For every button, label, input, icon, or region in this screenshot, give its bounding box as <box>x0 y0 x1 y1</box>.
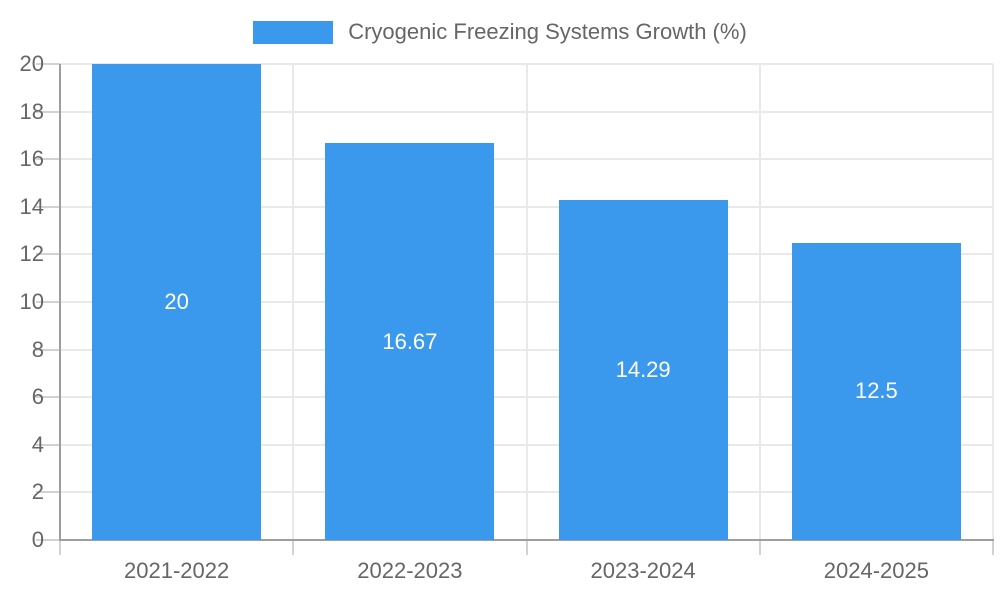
x-gridline <box>758 64 761 540</box>
legend-item-growth[interactable]: Cryogenic Freezing Systems Growth (%) <box>253 19 747 45</box>
y-tick-label: 14 <box>19 193 44 219</box>
y-tick-label: 4 <box>31 431 44 457</box>
bar-2024-2025 <box>791 242 961 540</box>
y-tick-mark <box>36 539 60 541</box>
x-tick-mark <box>758 540 761 555</box>
chart-legend: Cryogenic Freezing Systems Growth (%) <box>0 19 1000 45</box>
y-axis-line <box>59 64 61 540</box>
x-tick-mark <box>992 540 994 555</box>
bar-value-label: 12.5 <box>854 378 898 404</box>
y-tick-label: 10 <box>19 289 44 314</box>
bar-value-label: 14.29 <box>615 356 671 382</box>
y-tick-label: 20 <box>19 51 44 76</box>
bar-2023-2024 <box>558 199 728 540</box>
x-gridline <box>292 64 295 540</box>
x-axis-line <box>59 539 994 541</box>
y-tick-mark <box>36 443 60 446</box>
x-tick-mark <box>292 540 295 555</box>
y-tick-mark <box>36 396 60 399</box>
y-tick-mark <box>36 158 60 161</box>
bar-2022-2023 <box>325 143 495 540</box>
y-tick-label: 2 <box>31 479 44 505</box>
y-tick-mark <box>36 110 60 113</box>
y-tick-label: 6 <box>31 384 44 410</box>
bar-2021-2022 <box>92 64 262 540</box>
x-tick-mark <box>525 540 528 555</box>
y-tick-label: 16 <box>19 146 44 172</box>
x-tick-label: 2023-2024 <box>590 558 696 583</box>
x-tick-label: 2021-2022 <box>124 558 230 583</box>
y-tick-mark <box>36 253 60 256</box>
x-gridline <box>992 64 994 540</box>
y-tick-label: 0 <box>31 527 44 552</box>
y-tick-label: 8 <box>31 336 44 362</box>
legend-label: Cryogenic Freezing Systems Growth (%) <box>348 19 747 44</box>
x-tick-mark <box>59 540 61 555</box>
y-tick-mark <box>36 63 60 65</box>
legend-swatch <box>253 20 334 44</box>
y-tick-label: 18 <box>19 98 44 124</box>
bar-value-label: 16.67 <box>382 328 438 354</box>
bar-value-label: 20 <box>164 289 189 314</box>
x-gridline <box>525 64 528 540</box>
x-tick-label: 2022-2023 <box>357 558 463 583</box>
y-tick-mark <box>36 348 60 351</box>
y-tick-label: 12 <box>19 241 44 267</box>
y-tick-mark <box>36 491 60 494</box>
y-tick-mark <box>36 205 60 208</box>
x-tick-label: 2024-2025 <box>823 558 929 583</box>
y-tick-mark <box>36 301 60 303</box>
